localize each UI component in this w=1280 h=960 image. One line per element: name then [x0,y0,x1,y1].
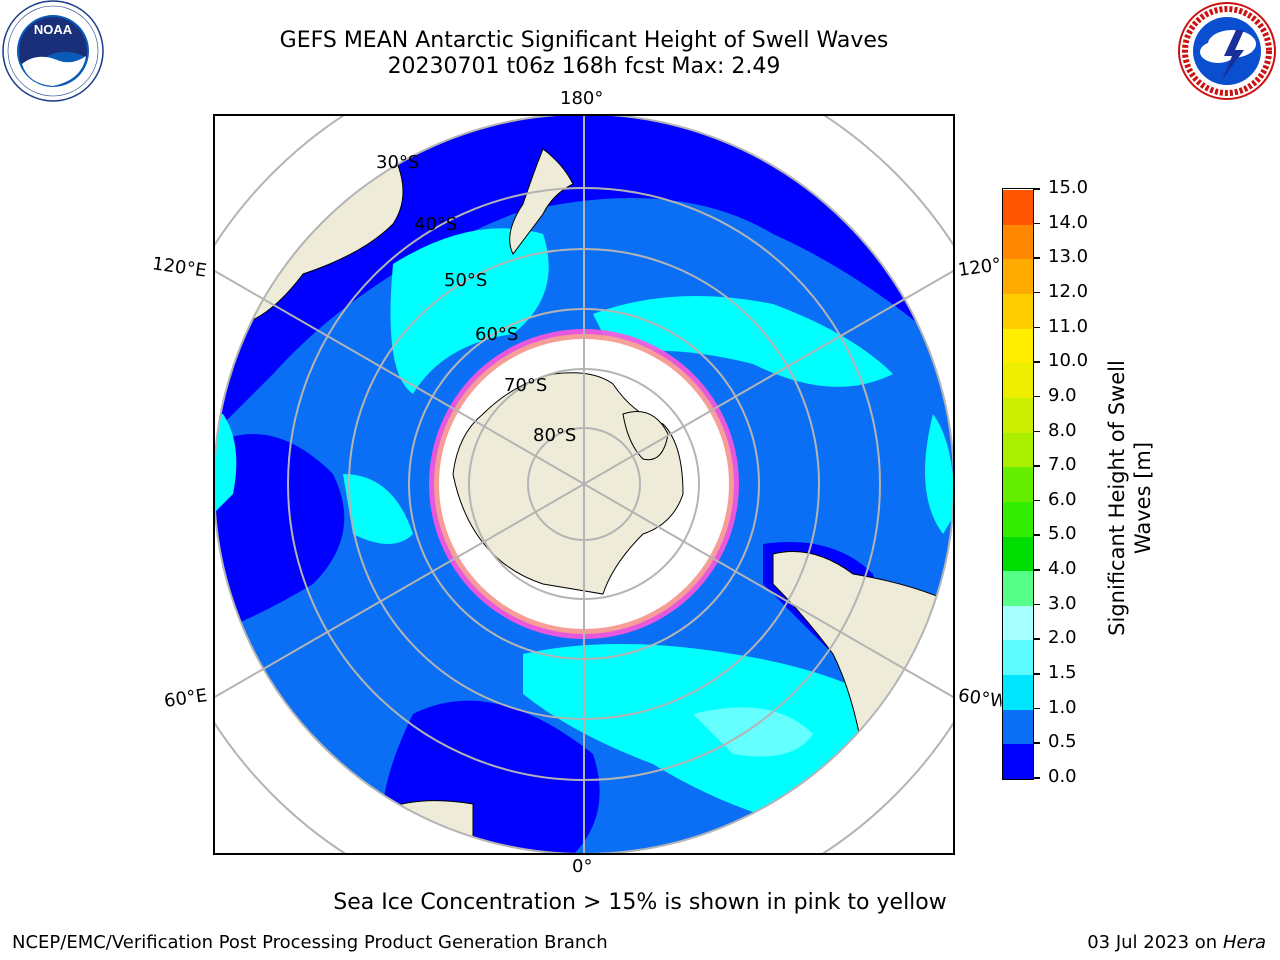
colorbar-segment [1003,744,1033,779]
lat-label-70s: 70°S [504,375,548,396]
chart-subtitle: 20230701 t06z 168h fcst Max: 2.49 [387,54,781,79]
colorbar [1002,188,1034,780]
colorbar-tick-mark [1034,291,1040,294]
colorbar-tick-mark [1034,465,1040,467]
polar-map [143,43,1025,925]
footer-host: Hera [1222,932,1266,953]
sea-ice-note: Sea Ice Concentration > 15% is shown in … [333,890,947,915]
colorbar-segment [1003,571,1033,606]
colorbar-tick-label: 2.0 [1048,627,1077,649]
colorbar-tick-label: 3.0 [1048,592,1077,614]
colorbar-tick-label: 9.0 [1048,384,1077,406]
colorbar-tick-mark [1034,534,1040,536]
colorbar-tick-label: 8.0 [1048,419,1077,441]
colorbar-segment [1003,294,1033,329]
colorbar-segment [1003,397,1033,433]
colorbar-tick-mark [1034,673,1040,675]
lat-label-30s: 30°S [376,152,420,173]
colorbar-tick-label: 5.0 [1048,523,1077,545]
colorbar-segment [1003,363,1033,398]
colorbar-segment [1003,328,1033,364]
colorbar-segment [1003,675,1033,710]
colorbar-tick-label: 0.0 [1048,766,1077,787]
colorbar-tick-mark [1034,707,1040,710]
colorbar-segment [1003,432,1033,468]
colorbar-tick-mark [1034,742,1040,744]
colorbar-tick-mark [1034,603,1040,606]
colorbar-segment [1003,605,1033,641]
colorbar-segment [1003,259,1033,295]
lat-label-80s: 80°S [533,425,577,446]
colorbar-ticks: 15.0 14.0 13.0 12.0 11.0 10.0 9.0 8.0 7.0 6.0 5.0 4… [1034,178,1104,792]
colorbar-tick-label: 12.0 [1048,280,1089,302]
colorbar-segment [1003,709,1033,745]
colorbar-segment [1003,190,1033,225]
svg-text:NOAA: NOAA [34,22,73,37]
colorbar-segment [1003,501,1033,537]
noaa-logo: NOAA [2,0,104,102]
lat-label-50s: 50°S [444,270,488,291]
colorbar-tick-mark [1034,257,1040,259]
lon-label-120w: 120°W [956,254,1004,281]
colorbar-tick-label: 1.5 [1048,662,1077,684]
colorbar-tick-mark [1034,638,1040,640]
footer-date: 03 Jul 2023 on Hera [1087,932,1266,953]
colorbar-tick-mark [1034,188,1040,190]
colorbar-tick-mark [1034,361,1040,363]
colorbar-tick-label: 4.0 [1048,558,1077,580]
chart-title: GEFS MEAN Antarctic Significant Height o… [279,28,889,53]
colorbar-tick-label: 7.0 [1048,454,1077,476]
colorbar-tick-label: 13.0 [1048,246,1089,268]
colorbar-tick-mark [1034,222,1040,225]
colorbar-tick-mark [1034,326,1040,329]
lat-label-60s: 60°S [475,324,519,345]
colorbar-tick-label: 15.0 [1048,177,1089,198]
colorbar-tick-label: 11.0 [1048,315,1089,337]
footer-date-text: 03 Jul 2023 on [1087,932,1223,953]
colorbar-tick-label: 1.0 [1048,696,1077,718]
colorbar-segment [1003,536,1033,572]
colorbar-tick-label: 10.0 [1048,350,1089,372]
colorbar-label: Significant Height of Swell Waves [m] [1105,360,1155,636]
colorbar-segment [1003,224,1033,260]
lon-label-120e: 120°E [150,253,208,282]
lon-label-180: 180° [560,88,604,109]
colorbar-segment [1003,640,1033,676]
colorbar-segment [1003,467,1033,502]
colorbar-tick-mark [1034,569,1040,571]
colorbar-tick-mark [1034,777,1040,779]
lat-label-40s: 40°S [414,214,458,235]
colorbar-tick-mark [1034,430,1040,433]
colorbar-tick-label: 6.0 [1048,488,1077,510]
colorbar-tick-label: 0.5 [1048,731,1077,753]
nws-logo [1176,0,1278,102]
colorbar-tick-label: 14.0 [1048,211,1089,233]
lon-label-60e: 60°E [162,685,209,712]
lon-label-0: 0° [572,856,593,877]
footer-branch: NCEP/EMC/Verification Post Processing Pr… [12,932,608,953]
colorbar-tick-mark [1034,395,1040,398]
lon-label-60w: 60°W [956,685,1004,712]
colorbar-tick-mark [1034,499,1040,502]
